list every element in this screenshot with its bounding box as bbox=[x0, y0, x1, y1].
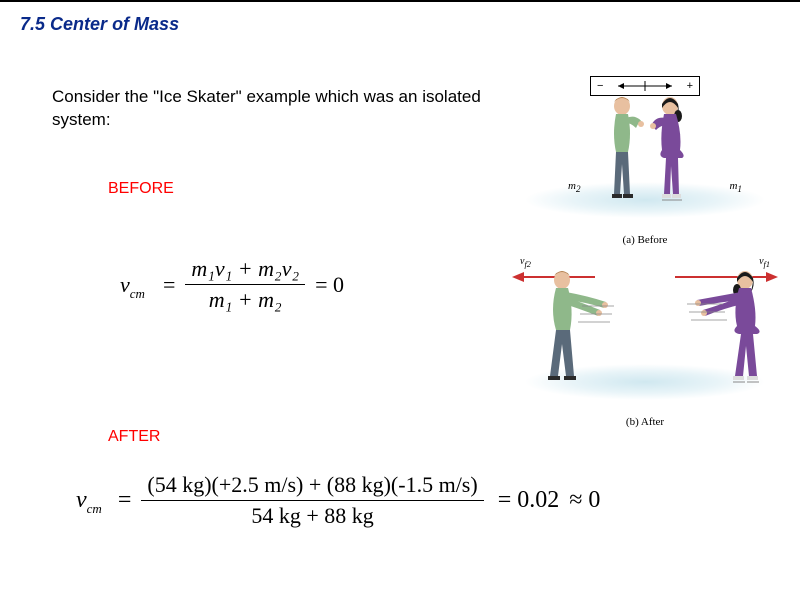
variable-vcm: vcm bbox=[120, 272, 145, 298]
section-number: 7.5 bbox=[20, 14, 45, 34]
axis-minus: − bbox=[597, 80, 603, 92]
section-name: Center of Mass bbox=[50, 14, 179, 34]
female-skater-after-icon bbox=[681, 266, 776, 386]
equals-sign: = bbox=[163, 272, 175, 298]
caption-before: (a) Before bbox=[520, 234, 770, 246]
result-after: = 0.02 bbox=[498, 487, 560, 514]
equals-sign-2: = bbox=[118, 487, 132, 514]
figure-panel-after: vf2 vf1 bbox=[520, 254, 770, 414]
axis-indicator: − + bbox=[590, 76, 700, 96]
caption-after: (b) After bbox=[520, 416, 770, 428]
fraction-before: m₁v₁ + m₂v₂ m₁ + m₂ bbox=[185, 256, 305, 313]
after-label: AFTER bbox=[108, 428, 160, 446]
approx-result: ≈ 0 bbox=[569, 487, 600, 514]
axis-plus: + bbox=[687, 80, 693, 92]
fraction-after: (54 kg)(+2.5 m/s) + (88 kg)(-1.5 m/s) 54… bbox=[141, 472, 483, 529]
denominator-2: 54 kg + 88 kg bbox=[245, 501, 379, 529]
figure-panel-before: − + m2 m1 bbox=[520, 72, 770, 232]
denominator: m₁ + m₂ bbox=[203, 285, 288, 313]
m2-label: m2 bbox=[568, 180, 581, 194]
m1-label: m1 bbox=[729, 180, 742, 194]
numerator: m₁v₁ + m₂v₂ bbox=[185, 256, 305, 285]
result-before: = 0 bbox=[315, 272, 344, 298]
equation-after: vcm = (54 kg)(+2.5 m/s) + (88 kg)(-1.5 m… bbox=[76, 472, 600, 529]
variable-vcm-2: vcm bbox=[76, 487, 102, 514]
before-label: BEFORE bbox=[108, 180, 174, 198]
equation-before: vcm = m₁v₁ + m₂v₂ m₁ + m₂ = 0 bbox=[120, 256, 344, 313]
intro-text: Consider the "Ice Skater" example which … bbox=[52, 86, 492, 132]
skater-figure: − + m2 m1 bbox=[520, 72, 770, 428]
male-skater-before-icon bbox=[592, 94, 647, 204]
female-skater-before-icon bbox=[648, 94, 703, 204]
male-skater-after-icon bbox=[526, 266, 616, 386]
numerator-2: (54 kg)(+2.5 m/s) + (88 kg)(-1.5 m/s) bbox=[141, 472, 483, 501]
axis-arrows-icon bbox=[610, 80, 680, 92]
section-title: 7.5 Center of Mass bbox=[20, 14, 179, 35]
